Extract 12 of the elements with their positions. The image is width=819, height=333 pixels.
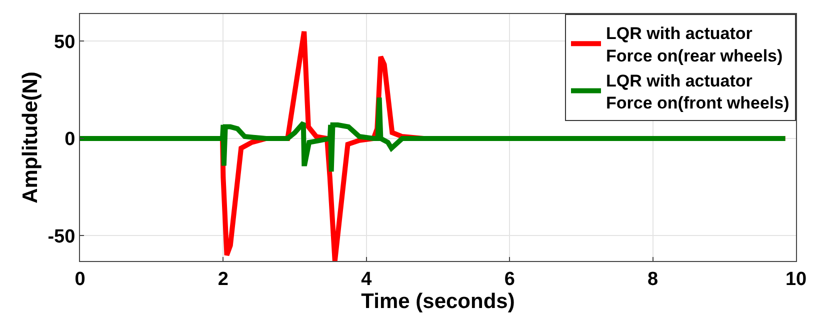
x-axis-title: Time (seconds) <box>361 290 515 313</box>
x-tick-label: 10 <box>785 268 807 290</box>
x-tick-label: 6 <box>504 268 515 290</box>
y-tick-label: -50 <box>48 226 76 248</box>
y-axis-title: Amplitude(N) <box>18 72 42 204</box>
legend-label: LQR with actuator Force on(rear wheels) <box>606 24 783 66</box>
y-tick-label: 50 <box>54 32 76 53</box>
x-tick-label: 8 <box>648 268 658 290</box>
x-tick-label: 4 <box>361 268 372 290</box>
x-tick-label: 2 <box>218 268 228 290</box>
legend-label: LQR with actuator Force on(front wheels) <box>606 71 790 112</box>
y-tick-label: 0 <box>64 129 76 150</box>
